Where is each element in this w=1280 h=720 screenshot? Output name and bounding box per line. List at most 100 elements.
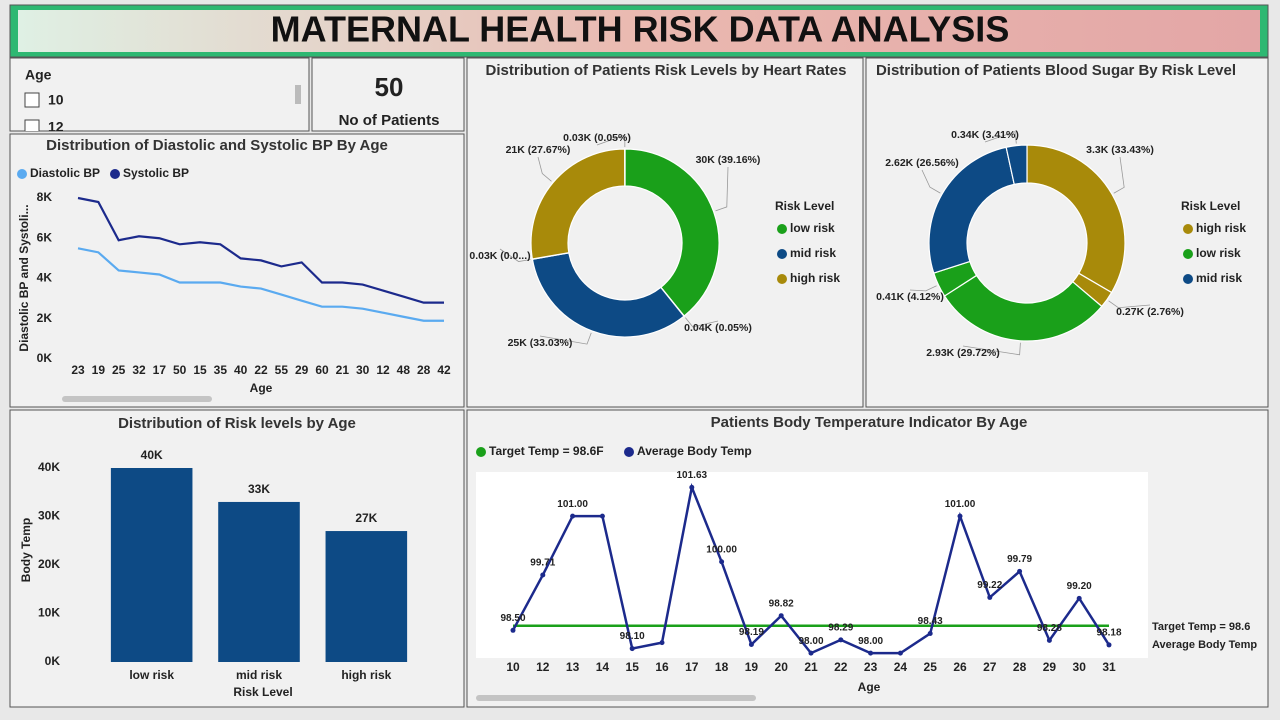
legend-swatch — [1183, 274, 1193, 284]
data-label: 2.62K (26.56%) — [885, 157, 959, 169]
data-label: 99.79 — [1007, 554, 1032, 565]
data-label: 98.43 — [918, 616, 943, 627]
x-tick-label: low risk — [129, 668, 174, 682]
data-label: 33K — [248, 482, 270, 496]
legend-label: high risk — [1196, 221, 1246, 235]
x-tick-label: 55 — [275, 363, 289, 377]
leader-line — [909, 285, 937, 292]
legend-swatch — [1183, 224, 1193, 234]
leader-line — [537, 156, 552, 182]
x-tick-label: 32 — [132, 363, 146, 377]
x-tick-label: 30 — [1073, 660, 1087, 674]
card-value: 50 — [375, 72, 404, 102]
checkbox[interactable] — [24, 119, 40, 134]
legend-swatch — [110, 169, 120, 179]
y-tick-label: 4K — [37, 271, 53, 285]
data-label: 25K (33.03%) — [508, 337, 573, 349]
data-label: 101.63 — [677, 470, 708, 481]
x-tick-label: 40 — [234, 363, 248, 377]
chart-title: Distribution of Patients Blood Sugar By … — [876, 62, 1236, 79]
x-tick-label: 15 — [193, 363, 207, 377]
point — [987, 594, 993, 600]
y-tick-label: 0K — [45, 654, 61, 668]
chart-title: Patients Body Temperature Indicator By A… — [711, 414, 1028, 431]
x-tick-label: 50 — [173, 363, 187, 377]
legend-label: Diastolic BP — [30, 166, 100, 180]
slice — [530, 148, 626, 260]
legend-label: Target Temp = 98.6F — [489, 444, 604, 458]
header-title: MATERNAL HEALTH RISK DATA ANALYSIS — [271, 9, 1010, 50]
x-tick-label: 19 — [745, 660, 759, 674]
point — [540, 572, 546, 578]
slicer-item[interactable]: 12 — [48, 119, 64, 135]
legend-label: mid risk — [790, 246, 836, 260]
scrollbar[interactable] — [295, 85, 301, 104]
data-label: 0.34K (3.41%) — [951, 129, 1019, 141]
data-label: 0.41K (4.12%) — [876, 291, 944, 303]
point — [1076, 595, 1082, 601]
point — [748, 641, 754, 647]
x-tick-label: 60 — [315, 363, 329, 377]
panel — [9, 133, 465, 408]
x-tick-label: 28 — [417, 363, 431, 377]
x-tick-label: 21 — [804, 660, 818, 674]
x-tick-label: 35 — [214, 363, 228, 377]
legend-swatch — [476, 447, 486, 457]
legend-swatch — [777, 249, 787, 259]
data-label: 2.93K (29.72%) — [926, 347, 1000, 359]
y-tick-label: 0K — [37, 351, 53, 365]
scrollbar[interactable] — [62, 396, 212, 402]
data-label: 98.28 — [1037, 623, 1062, 634]
data-label: 30K (39.16%) — [696, 154, 761, 166]
y-axis-label: Diastolic BP and Systoli... — [17, 204, 31, 351]
data-label: 98.00 — [858, 636, 883, 647]
slicer-panel — [9, 57, 310, 132]
series-line — [77, 247, 444, 322]
bar — [218, 501, 300, 662]
data-label: 98.50 — [500, 613, 525, 624]
x-tick-label: 29 — [1043, 660, 1057, 674]
point — [808, 650, 814, 656]
data-label: 0.04K (0.05%) — [684, 322, 752, 334]
slicer: Age 10 12 — [24, 67, 64, 135]
x-tick-label: 20 — [775, 660, 789, 674]
legend-swatch — [777, 274, 787, 284]
x-tick-label: 23 — [864, 660, 878, 674]
y-tick-label: 10K — [38, 606, 60, 620]
y-tick-label: 30K — [38, 509, 60, 523]
legend-swatch — [624, 447, 634, 457]
leader-line — [962, 342, 1021, 356]
data-label: 98.82 — [769, 598, 794, 609]
x-tick-label: 25 — [112, 363, 126, 377]
point — [599, 513, 605, 519]
y-tick-label: 2K — [37, 311, 53, 325]
slice — [943, 274, 1103, 342]
data-label: 27K — [355, 511, 377, 525]
x-tick-label: 27 — [983, 660, 997, 674]
legend-swatch — [17, 169, 27, 179]
end-label: Average Body Temp — [1152, 639, 1257, 651]
chart-title: Distribution of Diastolic and Systolic B… — [46, 137, 388, 154]
header-band — [18, 10, 1260, 52]
slice — [1005, 144, 1028, 186]
y-axis-label: Body Temp — [19, 518, 33, 582]
slicer-item[interactable]: 10 — [48, 92, 64, 108]
legend-title: Risk Level — [1181, 199, 1240, 213]
legend-label: Systolic BP — [123, 166, 189, 180]
x-tick-label: 12 — [536, 660, 550, 674]
point — [1017, 568, 1023, 574]
legend-label: high risk — [790, 271, 840, 285]
x-tick-label: 12 — [376, 363, 390, 377]
bar — [110, 468, 193, 662]
y-tick-label: 40K — [38, 460, 60, 474]
data-label: 98.19 — [739, 627, 764, 638]
x-tick-label: 16 — [655, 660, 669, 674]
point — [957, 513, 963, 519]
checkbox[interactable] — [24, 92, 40, 108]
card-panel — [311, 57, 465, 132]
point — [510, 627, 516, 633]
leader-line — [1113, 156, 1125, 194]
scrollbar[interactable] — [476, 695, 756, 701]
legend-swatch — [1183, 249, 1193, 259]
